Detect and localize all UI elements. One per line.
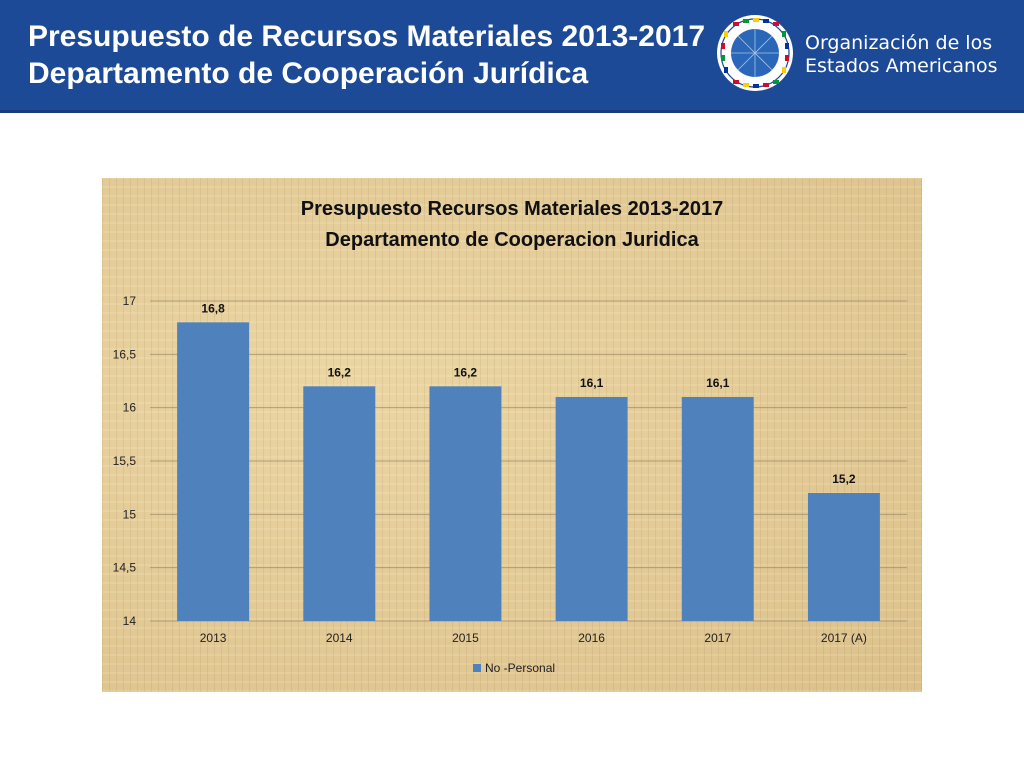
chart-panel: Presupuesto Recursos Materiales 2013-201… [102,178,922,692]
bar [303,386,376,621]
bar [681,397,754,621]
page-title-line1: Presupuesto de Recursos Materiales 2013-… [28,20,706,53]
y-tick-label: 16 [123,401,137,415]
data-label: 16,8 [201,301,225,315]
bar-chart: Presupuesto Recursos Materiales 2013-201… [113,198,907,675]
data-label: 16,1 [580,376,604,390]
data-label: 16,2 [328,365,352,379]
x-tick-label: 2016 [578,631,605,645]
x-tick-label: 2017 (A) [821,631,867,645]
oas-seal-icon [717,15,793,91]
legend-label: No -Personal [485,661,555,675]
y-tick-label: 15,5 [113,454,137,468]
page-title-line2: Departamento de Cooperación Jurídica [28,57,589,90]
y-tick-label: 14 [123,614,137,628]
data-label: 16,1 [706,376,730,390]
page-title: Presupuesto de Recursos Materiales 2013-… [28,18,718,92]
header-banner: Presupuesto de Recursos Materiales 2013-… [0,0,1024,113]
chart-title: Presupuesto Recursos Materiales 2013-201… [301,198,723,220]
x-tick-label: 2015 [452,631,479,645]
data-label: 16,2 [454,365,478,379]
bar [429,386,502,621]
data-label: 15,2 [832,472,856,486]
y-tick-label: 17 [123,294,137,308]
legend-swatch [473,664,481,672]
org-name: Organización de los Estados Americanos [805,32,998,78]
y-tick-label: 15 [123,507,137,521]
bar [555,397,628,621]
x-tick-label: 2017 [704,631,731,645]
chart-subtitle: Departamento de Cooperacion Juridica [325,229,699,251]
y-tick-label: 16,5 [113,347,137,361]
y-tick-label: 14,5 [113,561,137,575]
x-tick-label: 2014 [326,631,353,645]
org-name-line1: Organización de los [805,32,993,54]
chart-legend: No -Personal [473,661,555,675]
org-name-line2: Estados Americanos [805,55,998,77]
bar [177,322,250,621]
x-tick-label: 2013 [200,631,227,645]
bar [807,493,880,621]
